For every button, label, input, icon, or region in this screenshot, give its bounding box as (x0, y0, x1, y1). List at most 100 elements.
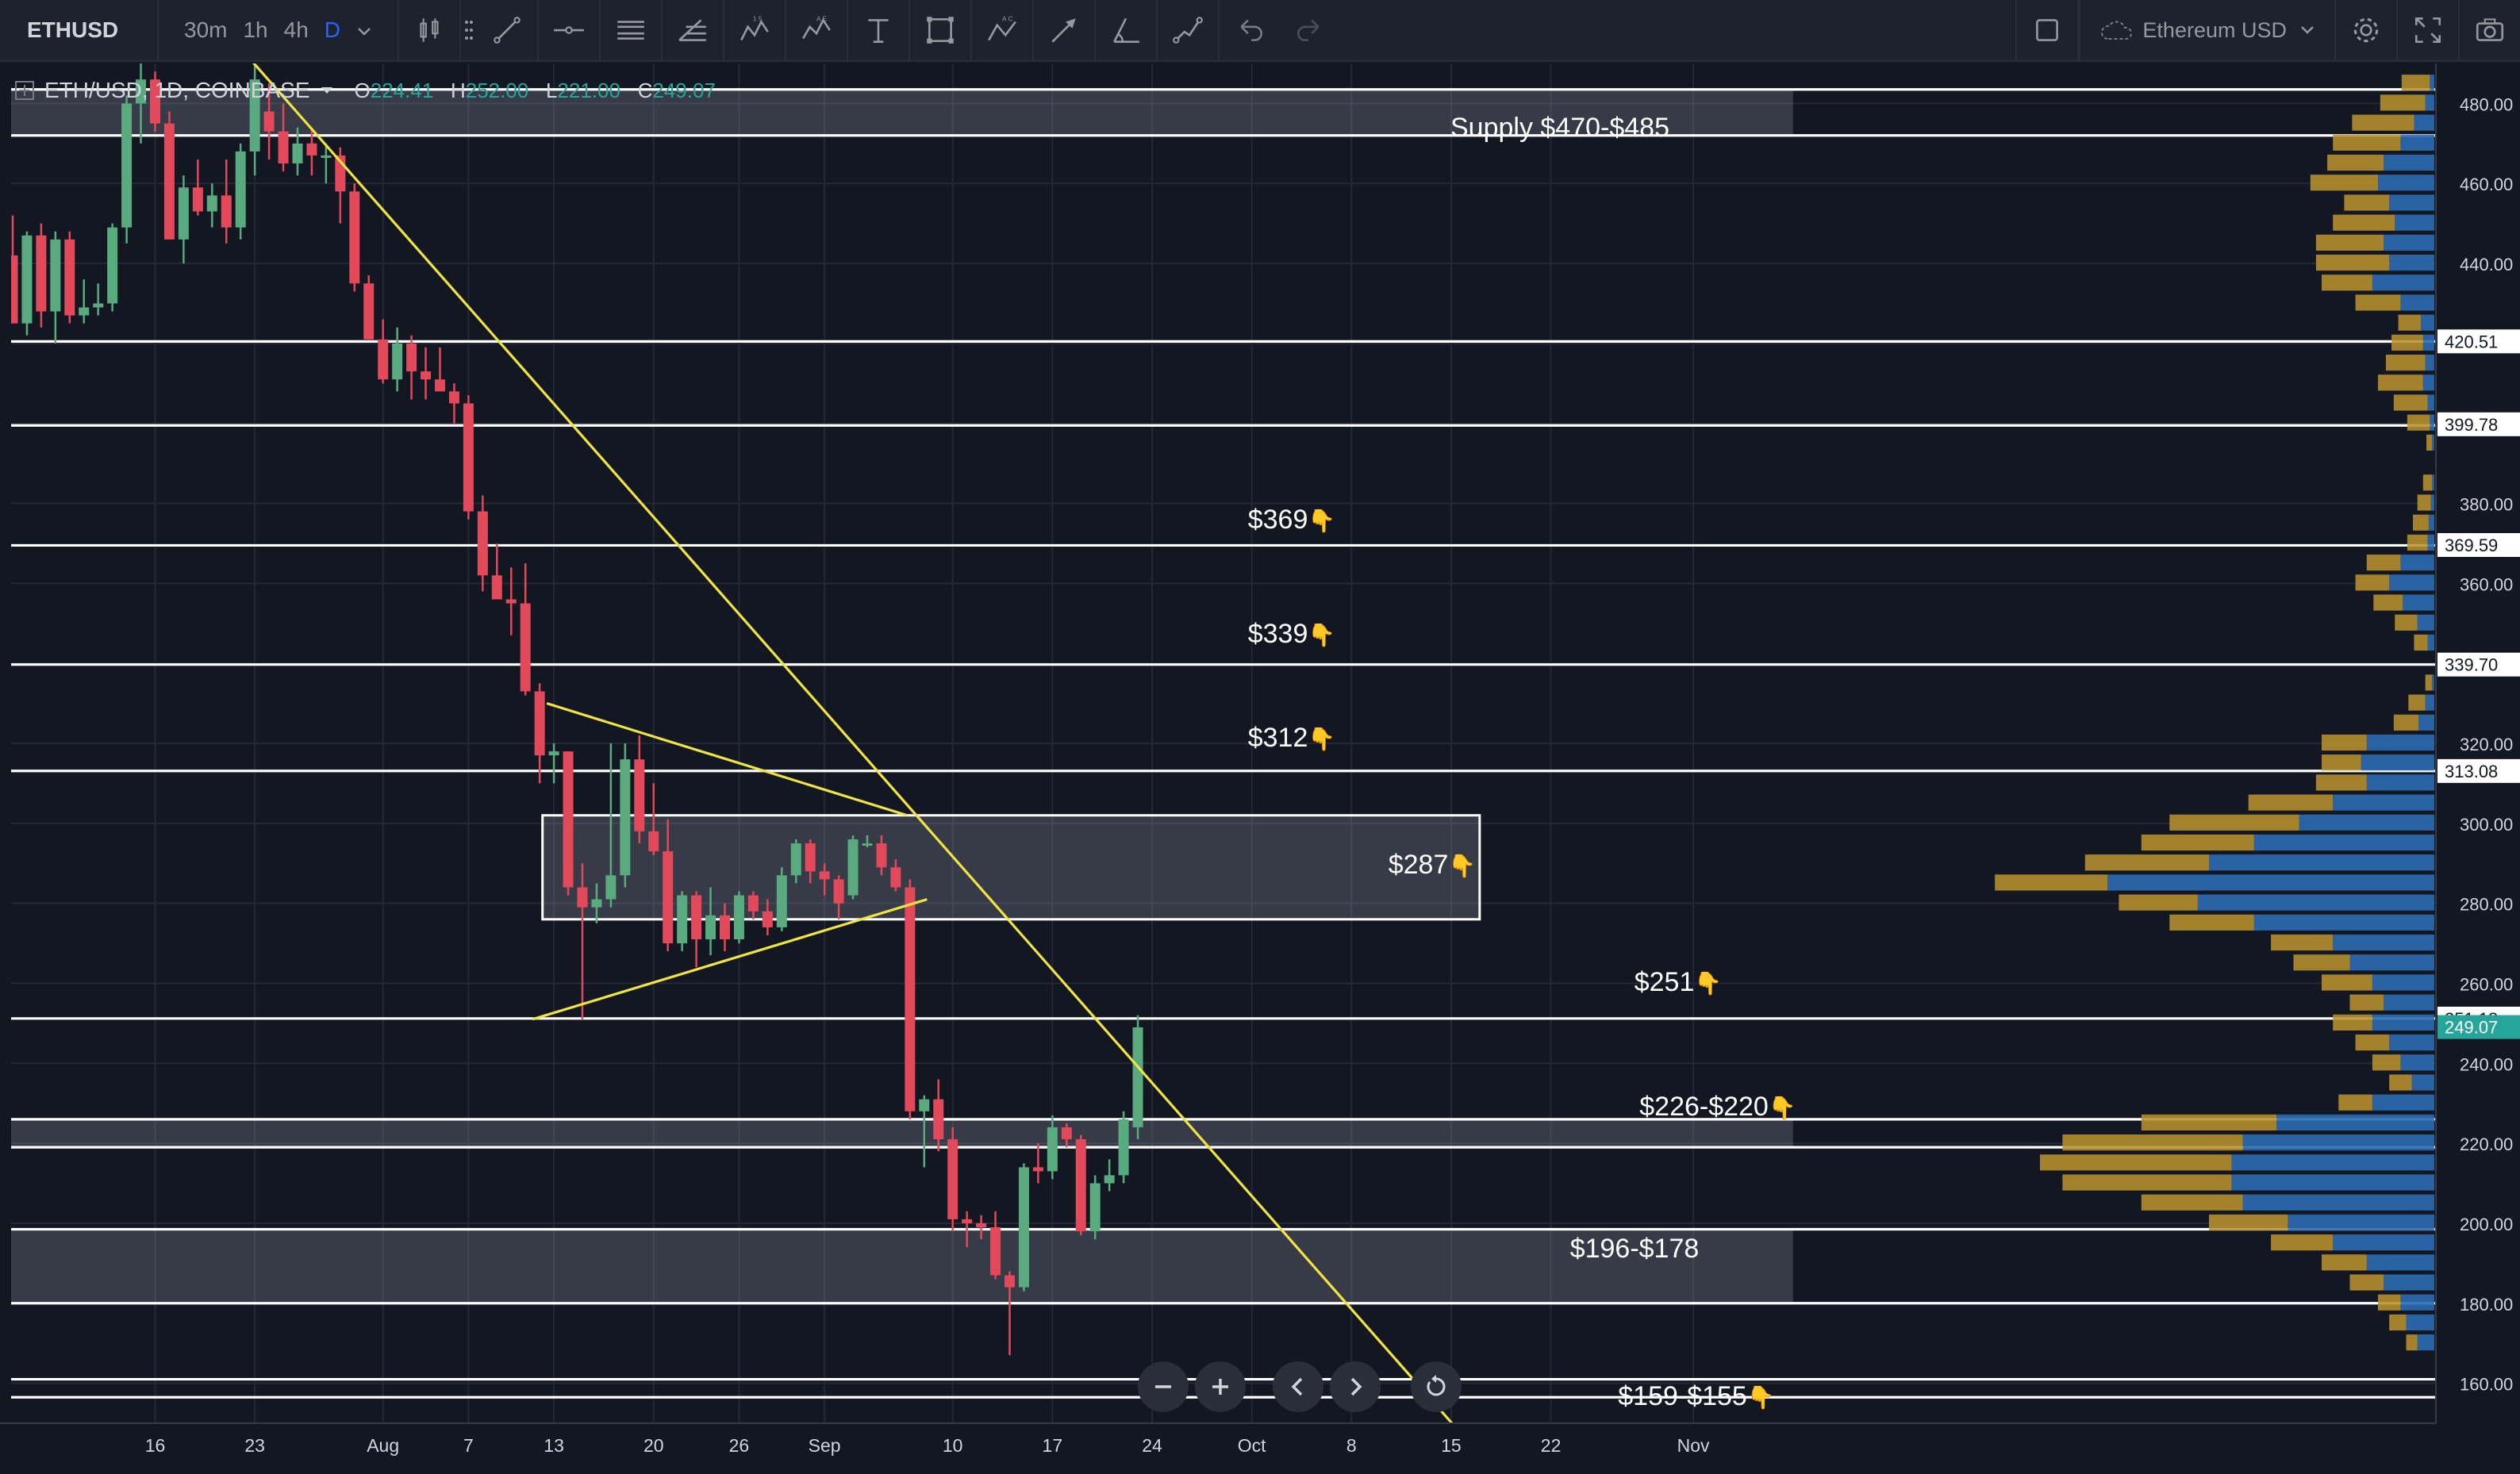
arrow-tool[interactable] (1034, 0, 1097, 60)
volume-profile-bar (2413, 514, 2429, 531)
undo-button[interactable] (1220, 0, 1280, 60)
candle-body (392, 343, 403, 380)
volume-profile-bar (2322, 754, 2361, 771)
rectangle-tool[interactable] (910, 0, 973, 60)
volume-profile-bar (2040, 1154, 2232, 1171)
volume-profile-bar (2344, 194, 2390, 211)
candles-icon (420, 18, 439, 42)
volume-profile-bar (2333, 794, 2434, 811)
candle-body (349, 191, 360, 284)
interval-1h[interactable]: 1h (243, 17, 268, 42)
volume-profile-bar (2288, 1214, 2434, 1231)
chart-style-button[interactable] (399, 0, 462, 60)
snapshot-button[interactable] (2460, 0, 2520, 60)
volume-profile-bar (2366, 774, 2434, 791)
price-tick-label: 240.00 (2460, 1054, 2513, 1074)
horizontal-line-icon (554, 26, 584, 34)
volume-profile-bar (2231, 1154, 2434, 1171)
toolbar-drag-handle[interactable] (461, 0, 477, 60)
svg-text:A E: A E (816, 14, 827, 22)
time-tick-label: 15 (1441, 1435, 1462, 1456)
candle-body (905, 887, 916, 1111)
brush-tool[interactable] (1158, 0, 1220, 60)
open-label: O (354, 78, 371, 102)
candle-body (292, 143, 303, 164)
symbol-name-selector[interactable]: Ethereum USD (2079, 0, 2336, 60)
expand-legend-icon[interactable] (14, 80, 35, 101)
undo-icon (1240, 19, 1262, 41)
volume-profile-bar (2355, 574, 2390, 591)
candle-body (406, 343, 417, 372)
candle-body (448, 391, 459, 404)
price-tick-label: 180.00 (2460, 1295, 2513, 1315)
camera-icon (2476, 18, 2504, 41)
trend-line-tool[interactable] (477, 0, 540, 60)
candle-body (591, 899, 602, 908)
reset-chart-button[interactable] (1411, 1361, 1462, 1412)
interval-dropdown-icon[interactable] (356, 17, 372, 43)
volume-profile-bar (2389, 574, 2434, 591)
svg-text:A C: A C (1002, 14, 1013, 22)
volume-profile-bar (2389, 1074, 2412, 1091)
volume-profile-bar (2393, 714, 2419, 731)
annotation-369-text: $369 (1248, 505, 1308, 535)
chevron-right-icon (1350, 1377, 1362, 1396)
rectangle-icon (927, 17, 954, 44)
price-tick-label: 380.00 (2460, 495, 2513, 515)
volume-profile-bar (2315, 774, 2367, 791)
volume-profile-bar (2378, 1294, 2401, 1311)
settings-button[interactable] (2336, 0, 2398, 60)
close-value: 249.07 (652, 78, 716, 102)
low-value: 221.00 (557, 78, 620, 102)
candle-body (933, 1099, 944, 1140)
volume-profile-bar (2425, 354, 2434, 371)
candle-body (249, 79, 260, 152)
toolbar-right: Ethereum USD (2015, 0, 2520, 60)
price-label-text: 399.78 (2445, 415, 2498, 435)
parallel-channel-tool[interactable] (601, 0, 663, 60)
compare-button[interactable] (2015, 0, 2080, 60)
candle-body (206, 195, 217, 212)
text-tool[interactable] (848, 0, 911, 60)
interval-4h[interactable]: 4h (283, 17, 309, 42)
annotation-312-text: $312 (1248, 723, 1308, 753)
zoom-in-button[interactable] (1195, 1361, 1246, 1412)
volume-profile-bar (2333, 134, 2401, 151)
legend-dropdown-icon[interactable] (320, 86, 334, 95)
volume-profile-bar (2299, 814, 2434, 831)
redo-icon (1297, 19, 1320, 41)
scroll-left-button[interactable] (1273, 1361, 1323, 1412)
annotation-supply: Supply $470-$485 (1450, 113, 1669, 143)
fib-retracement-tool[interactable] (663, 0, 725, 60)
candle-body (163, 123, 175, 240)
candle-body (520, 603, 531, 692)
reset-icon (1427, 1375, 1446, 1396)
symbol-search-button[interactable]: ETHUSD (0, 0, 159, 60)
abcd-pattern-tool[interactable]: A C (972, 0, 1035, 60)
volume-profile-bar (2398, 314, 2421, 331)
candle-body (378, 339, 389, 380)
annotation-287: $287👇 (1389, 850, 1477, 880)
horizontal-line-tool[interactable] (539, 0, 601, 60)
scroll-right-button[interactable] (1330, 1361, 1381, 1412)
candle-body (720, 915, 730, 940)
volume-profile-bar (2432, 674, 2434, 691)
volume-profile-bar (2372, 274, 2434, 291)
fullscreen-button[interactable] (2398, 0, 2460, 60)
redo-button[interactable] (1280, 0, 1340, 60)
zoom-out-button[interactable] (1138, 1361, 1189, 1412)
volume-profile-bar (2426, 434, 2433, 451)
legend-title[interactable]: ETH/USD, 1D, COINBASE (44, 78, 310, 102)
interval-d[interactable]: D (324, 17, 341, 42)
price-tick-label: 220.00 (2460, 1134, 2513, 1154)
interval-30m[interactable]: 30m (184, 17, 228, 42)
elliott-wave-tool[interactable]: A E (786, 0, 849, 60)
volume-profile-bar (2119, 894, 2198, 911)
price-zone (11, 89, 1793, 136)
volume-profile-bar (2242, 1194, 2434, 1211)
pattern-tool[interactable]: 1 5 (724, 0, 787, 60)
volume-profile-bar (2315, 234, 2384, 251)
candle-body (705, 915, 716, 940)
measure-tool[interactable] (1096, 0, 1158, 60)
